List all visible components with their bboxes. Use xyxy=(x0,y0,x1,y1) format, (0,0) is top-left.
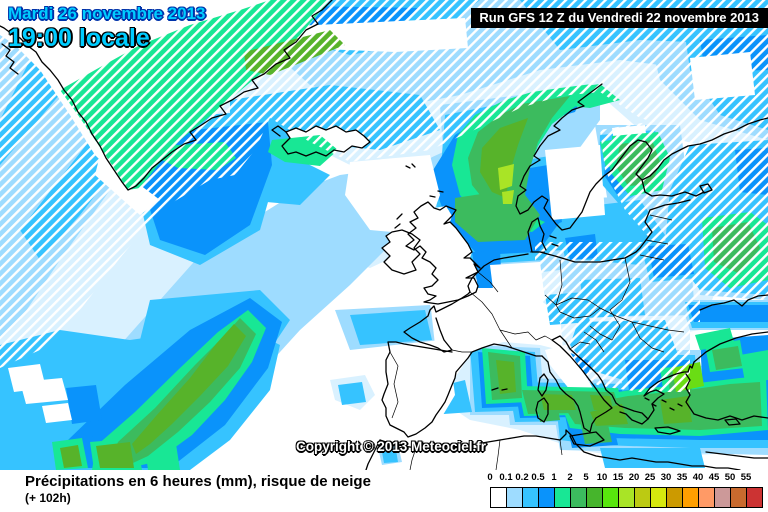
legend-title: Précipitations en 6 heures (mm), risque … xyxy=(25,473,371,490)
model-run-info: Run GFS 12 Z du Vendredi 22 novembre 201… xyxy=(471,8,768,28)
legend-threshold-label: 10 xyxy=(596,472,608,483)
legend-color-cell xyxy=(522,487,539,508)
legend-threshold-label: 0.5 xyxy=(531,472,545,483)
valid-time-text: 19:00 locale xyxy=(8,23,150,52)
legend-threshold-label: 45 xyxy=(708,472,720,483)
valid-date-text: Mardi 26 novembre 2013 xyxy=(8,4,206,23)
legend-threshold-label: 1 xyxy=(551,472,557,483)
legend-threshold-label: 25 xyxy=(644,472,656,483)
legend-threshold-label: 0 xyxy=(487,472,493,483)
country-borders xyxy=(389,214,685,470)
forecast-lead-time: (+ 102h) xyxy=(25,491,71,505)
precipitation-map xyxy=(0,0,768,470)
legend-color-cell xyxy=(570,487,587,508)
legend-threshold-label: 0.1 xyxy=(499,472,513,483)
legend-threshold-label: 20 xyxy=(628,472,640,483)
legend-color-cell xyxy=(730,487,747,508)
legend-threshold-label: 15 xyxy=(612,472,624,483)
legend-color-cell xyxy=(650,487,667,508)
copyright-text: Copyright © 2013 Meteociel.fr xyxy=(296,439,486,454)
legend-threshold-label: 35 xyxy=(676,472,688,483)
legend-color-cell xyxy=(698,487,715,508)
legend-threshold-label: 2 xyxy=(567,472,573,483)
legend-threshold-label: 55 xyxy=(740,472,752,483)
legend-panel: Précipitations en 6 heures (mm), risque … xyxy=(0,470,768,512)
legend-color-cell xyxy=(586,487,603,508)
legend-threshold-label: 5 xyxy=(583,472,589,483)
coastlines xyxy=(0,0,768,470)
legend-color-cell xyxy=(506,487,523,508)
valid-datetime-overlay: Mardi 26 novembre 2013 19:00 locale xyxy=(8,5,205,51)
legend-color-cell xyxy=(602,487,619,508)
legend-threshold-label: 0.2 xyxy=(515,472,529,483)
legend-color-cell xyxy=(634,487,651,508)
legend-color-cell xyxy=(618,487,635,508)
legend-color-cell xyxy=(746,487,763,508)
legend-threshold-label: 30 xyxy=(660,472,672,483)
legend-color-cell xyxy=(554,487,571,508)
legend-color-cell xyxy=(714,487,731,508)
legend-color-cell xyxy=(666,487,683,508)
legend-color-cell xyxy=(490,487,507,508)
legend-color-cell xyxy=(682,487,699,508)
legend-threshold-label: 40 xyxy=(692,472,704,483)
legend-threshold-label: 50 xyxy=(724,472,736,483)
legend-color-cell xyxy=(538,487,555,508)
